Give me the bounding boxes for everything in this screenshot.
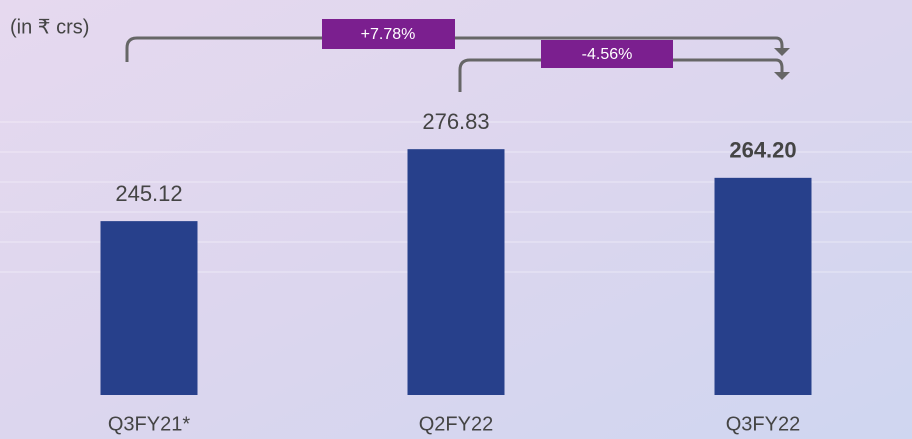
arrow-head: [774, 72, 790, 80]
bracket: [125, 36, 784, 62]
x-tick-label: Q3FY21*: [108, 413, 190, 435]
value-label: 245.12: [115, 181, 182, 206]
annotation: +7.78%: [361, 26, 416, 43]
x-tick-label: Q2FY22: [419, 413, 493, 435]
annotation-badge: [322, 19, 455, 49]
unit-label: (in ₹ crs): [10, 16, 89, 38]
value-label: 276.83: [422, 109, 489, 134]
arrow-head: [774, 48, 790, 56]
x-tick-label: Q3FY22: [726, 413, 800, 435]
bar: [714, 177, 812, 395]
bar: [100, 221, 198, 395]
annotation-badge: [541, 40, 673, 68]
value-label: 264.20: [729, 138, 796, 163]
bar: [407, 149, 505, 395]
annotation: -4.56%: [582, 46, 633, 63]
